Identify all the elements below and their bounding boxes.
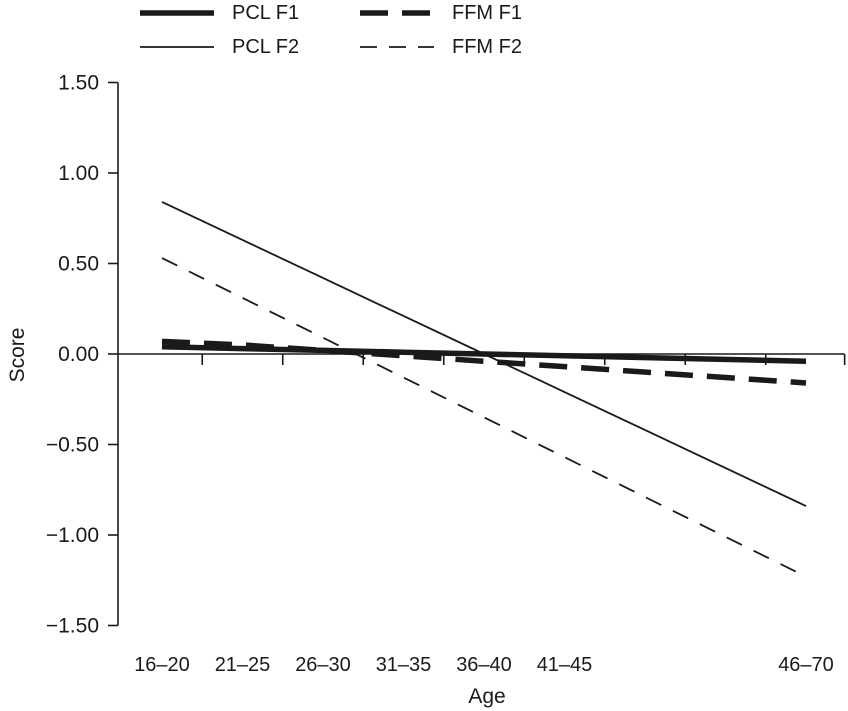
x-category-label: 41–45 (537, 654, 593, 676)
legend-label: PCL F1 (232, 2, 300, 24)
x-category-label: 26–30 (295, 654, 351, 676)
y-tick-label: −1.50 (46, 615, 99, 638)
x-category-label: 36–40 (456, 654, 512, 676)
legend-label: FFM F1 (452, 2, 522, 24)
y-tick-label: −0.50 (46, 434, 99, 457)
x-axis-title: Age (468, 685, 505, 708)
y-tick-label: 0.50 (58, 253, 99, 276)
y-tick-label: 1.50 (58, 72, 99, 95)
x-category-label: 46–70 (778, 654, 834, 676)
series-line-ffm-f2 (161, 257, 807, 578)
y-tick-label: −1.00 (46, 524, 99, 547)
y-tick-label: 1.00 (58, 162, 99, 185)
x-category-label: 31–35 (376, 654, 432, 676)
y-axis-title: Score (6, 328, 29, 383)
series-line-pcl-f2 (161, 201, 807, 507)
chart-legend: PCL F1 FFM F1 PCL F2 FFM F2 (138, 2, 562, 58)
legend-swatch-thick-solid-icon (140, 10, 214, 16)
legend-label: PCL F2 (232, 36, 300, 58)
legend-label: FFM F2 (452, 36, 522, 58)
x-category-label: 21–25 (215, 654, 271, 676)
chart-dynamic-layer: 1.50 1.00 0.50 0.00 −0.50 −1.00 −1.50 16–20 21–2… (46, 72, 846, 676)
legend-swatch-thin-solid-icon (140, 46, 214, 48)
series-line-pcl-f1 (161, 344, 807, 364)
legend-swatch-thick-dashed-icon (360, 10, 434, 16)
y-tick-label: 0.00 (58, 343, 99, 366)
series-line-ffm-f1 (161, 338, 807, 386)
legend-swatch-thin-dashed-icon (360, 46, 434, 48)
x-category-label: 16–20 (134, 654, 190, 676)
